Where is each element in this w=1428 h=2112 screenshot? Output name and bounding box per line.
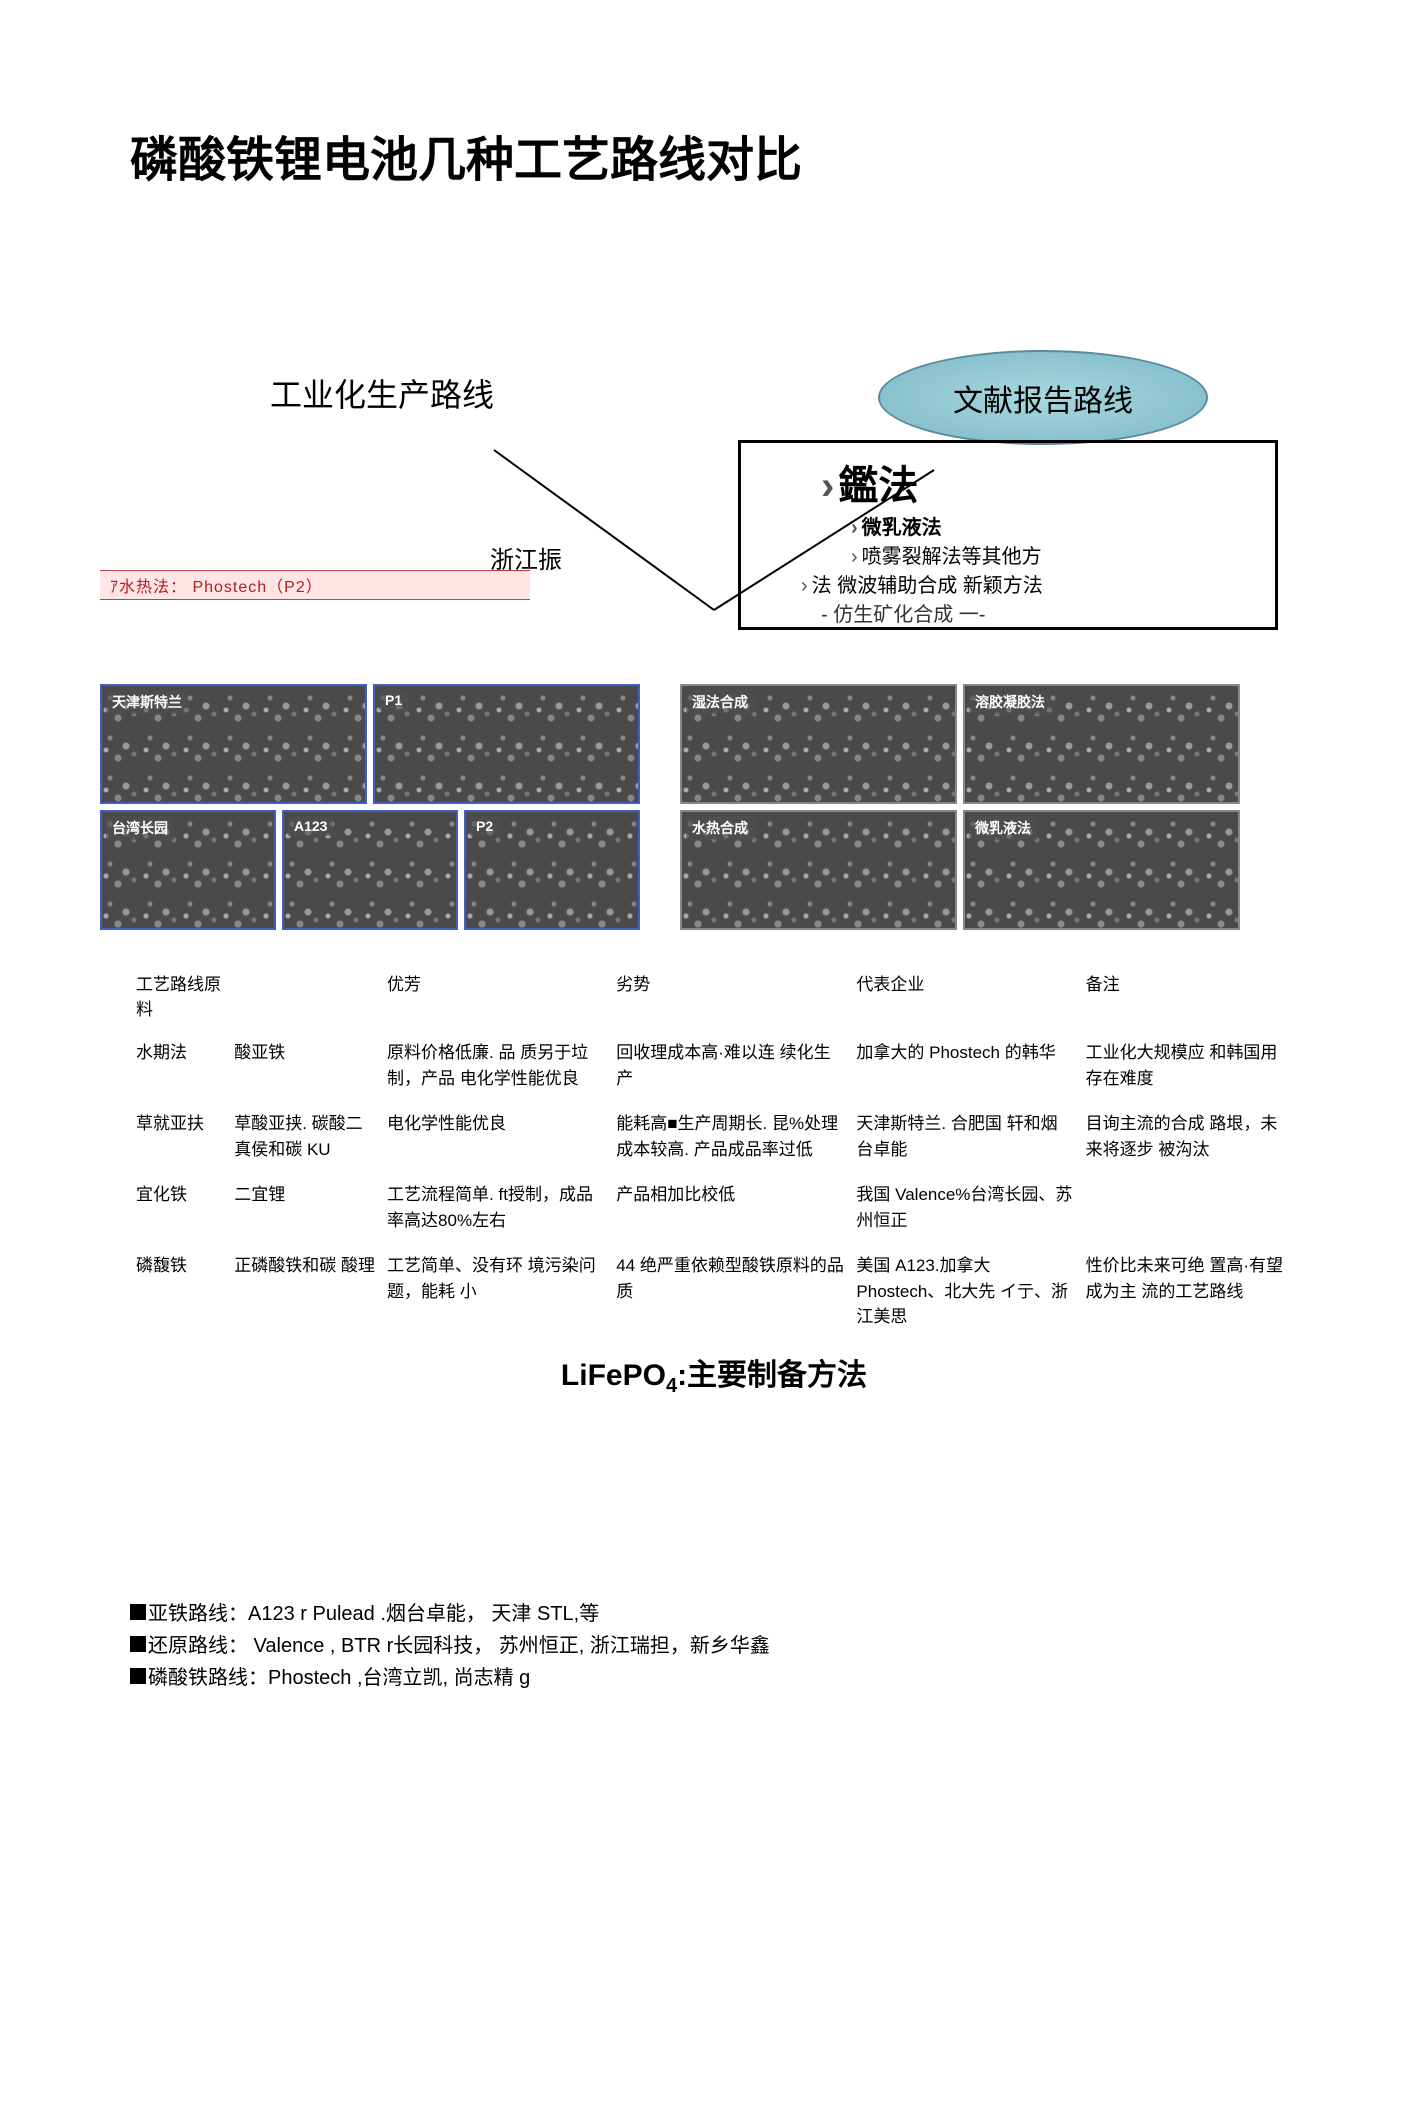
sem-label: P1 [379, 690, 408, 710]
th: 优芳 [381, 960, 610, 1030]
right-oval-text: 文献报告路线 [953, 376, 1133, 420]
right-route-oval: 文献报告路线 [878, 350, 1208, 445]
th: 代表企业 [850, 960, 1079, 1030]
cell: 水期法 [130, 1030, 228, 1101]
sem-label: 溶胶凝胶法 [969, 690, 1051, 714]
cell: 工艺流程简单. ft授制，成品率高达80%左右 [381, 1172, 610, 1243]
cell: 正磷酸铁和碳 酸理 [228, 1243, 381, 1340]
cell: 酸亚铁 [228, 1030, 381, 1101]
cell: 回收理成本高·难以连 续化生产 [610, 1030, 850, 1101]
sem-label: 微乳液法 [969, 816, 1037, 840]
th: 劣势 [610, 960, 850, 1030]
th: 备注 [1080, 960, 1298, 1030]
red-banner: ｱ水热法： Phostech（P2） [100, 570, 530, 600]
cell: 产品相加比校低 [610, 1172, 850, 1243]
sem-image: 水热合成 [680, 810, 957, 930]
sem-label: A123 [288, 816, 333, 836]
subtitle-suffix: :主要制备方法 [677, 1359, 867, 1392]
cell: 44 绝严重依赖型酸铁原料的品质 [610, 1243, 850, 1340]
footer-line: 磷酸铁路线：Phostech ,台湾立凯, 尚志精 g [130, 1662, 1298, 1694]
cell: 宜化铁 [130, 1172, 228, 1243]
th: 工艺路线原料 [130, 960, 228, 1030]
left-route-heading: 工业化生产路线 [270, 370, 494, 416]
cell: 原料价格低廉. 品 质另于垃制，产品 电化学性能优良 [381, 1030, 610, 1101]
sem-label: 湿法合成 [686, 690, 754, 714]
cell: 工业化大规模应 和韩国用存在难度 [1080, 1030, 1298, 1101]
cell: 美国 A123.加拿大Phostech、北大先 イ亍、浙江美思 [850, 1243, 1079, 1340]
cell: 磷馥铁 [130, 1243, 228, 1340]
square-icon [130, 1636, 146, 1652]
methods-box: ›鑑法 ›微乳液法 ›喷雾裂解法等其他方 ›法 微波辅助合成 新颖方法 - 仿生… [738, 440, 1278, 630]
cell: 性价比未来可绝 置高·有望成为主 流的工艺路线 [1080, 1243, 1298, 1340]
footer-line: 还原路线： Valence , BTR r长园科技， 苏州恒正, 浙江瑞担，新乡… [130, 1630, 1298, 1662]
sem-image: 微乳液法 [963, 810, 1240, 930]
cell: 目询主流的合成 路垠，未来将逐步 被沟汰 [1080, 1101, 1298, 1172]
sem-label: P2 [470, 816, 499, 836]
table-row: 草就亚扶 草酸亚挟. 碳酸二真侯和碳 KU 电化学性能优良 能耗高■生产周期长.… [130, 1101, 1298, 1172]
cell: 工艺简单、没有环 境污染问题，能耗 小 [381, 1243, 610, 1340]
sem-image: 台湾长园 [100, 810, 276, 930]
table-header-row: 工艺路线原料 优芳 劣势 代表企业 备注 [130, 960, 1298, 1030]
images-left-group: 天津斯特兰 P1 台湾长园 A123 P2 [100, 684, 640, 930]
method-line4: 法 微波辅助合成 新颖方法 [812, 575, 1043, 597]
cell: 草酸亚挟. 碳酸二真侯和碳 KU [228, 1101, 381, 1172]
diagram-area: 工业化生产路线 文献报告路线 ›鑑法 ›微乳液法 ›喷雾裂解法等其他方 ›法 微… [130, 370, 1298, 930]
footer-line: 亚铁路线：A123 r Pulead .烟台卓能， 天津 STL,等 [130, 1598, 1298, 1630]
table-row: 磷馥铁 正磷酸铁和碳 酸理 工艺简单、没有环 境污染问题，能耗 小 44 绝严重… [130, 1243, 1298, 1340]
cell [1080, 1172, 1298, 1243]
method-line2: 微乳液法 [862, 517, 942, 539]
images-right-group: 湿法合成 溶胶凝胶法 水热合成 微乳液法 [680, 684, 1240, 930]
square-icon [130, 1604, 146, 1620]
method-line1: 鑑法 [838, 464, 918, 508]
comparison-table: 工艺路线原料 优芳 劣势 代表企业 备注 水期法 酸亚铁 原料价格低廉. 品 质… [130, 960, 1298, 1340]
page-title: 磷酸铁锂电池几种工艺路线对比 [130, 120, 1298, 190]
method-line3: 喷雾裂解法等其他方 [862, 546, 1042, 568]
sem-image: 湿法合成 [680, 684, 957, 804]
th [228, 960, 381, 1030]
cell: 加拿大的 Phostech 的韩华 [850, 1030, 1079, 1101]
subtitle: LiFePO4:主要制备方法 [130, 1350, 1298, 1398]
subtitle-prefix: LiFePO [561, 1359, 666, 1392]
square-icon [130, 1668, 146, 1684]
sem-label: 天津斯特兰 [106, 690, 188, 714]
sem-image: 溶胶凝胶法 [963, 684, 1240, 804]
sem-image: P1 [373, 684, 640, 804]
footer-routes: 亚铁路线：A123 r Pulead .烟台卓能， 天津 STL,等 还原路线：… [130, 1598, 1298, 1694]
sem-image: 天津斯特兰 [100, 684, 367, 804]
subtitle-sub: 4 [666, 1375, 677, 1397]
cell: 我国 Valence%台湾长园、苏州恒正 [850, 1172, 1079, 1243]
table-row: 宜化铁 二宜锂 工艺流程简单. ft授制，成品率高达80%左右 产品相加比校低 … [130, 1172, 1298, 1243]
sem-image: A123 [282, 810, 458, 930]
cell: 能耗高■生产周期长. 昆%处理成本较高. 产品成品率过低 [610, 1101, 850, 1172]
method-line5: - 仿生矿化合成 一- [821, 604, 985, 626]
cell: 二宜锂 [228, 1172, 381, 1243]
sem-label: 台湾长园 [106, 816, 174, 840]
cell: 电化学性能优良 [381, 1101, 610, 1172]
sem-images-row: 天津斯特兰 P1 台湾长园 A123 P2 湿法合成 溶胶凝胶法 水热合成 微乳… [100, 684, 1328, 930]
cell: 草就亚扶 [130, 1101, 228, 1172]
sem-label: 水热合成 [686, 816, 754, 840]
table-row: 水期法 酸亚铁 原料价格低廉. 品 质另于垃制，产品 电化学性能优良 回收理成本… [130, 1030, 1298, 1101]
cell: 天津斯特兰. 合肥国 轩和烟台卓能 [850, 1101, 1079, 1172]
sem-image: P2 [464, 810, 640, 930]
